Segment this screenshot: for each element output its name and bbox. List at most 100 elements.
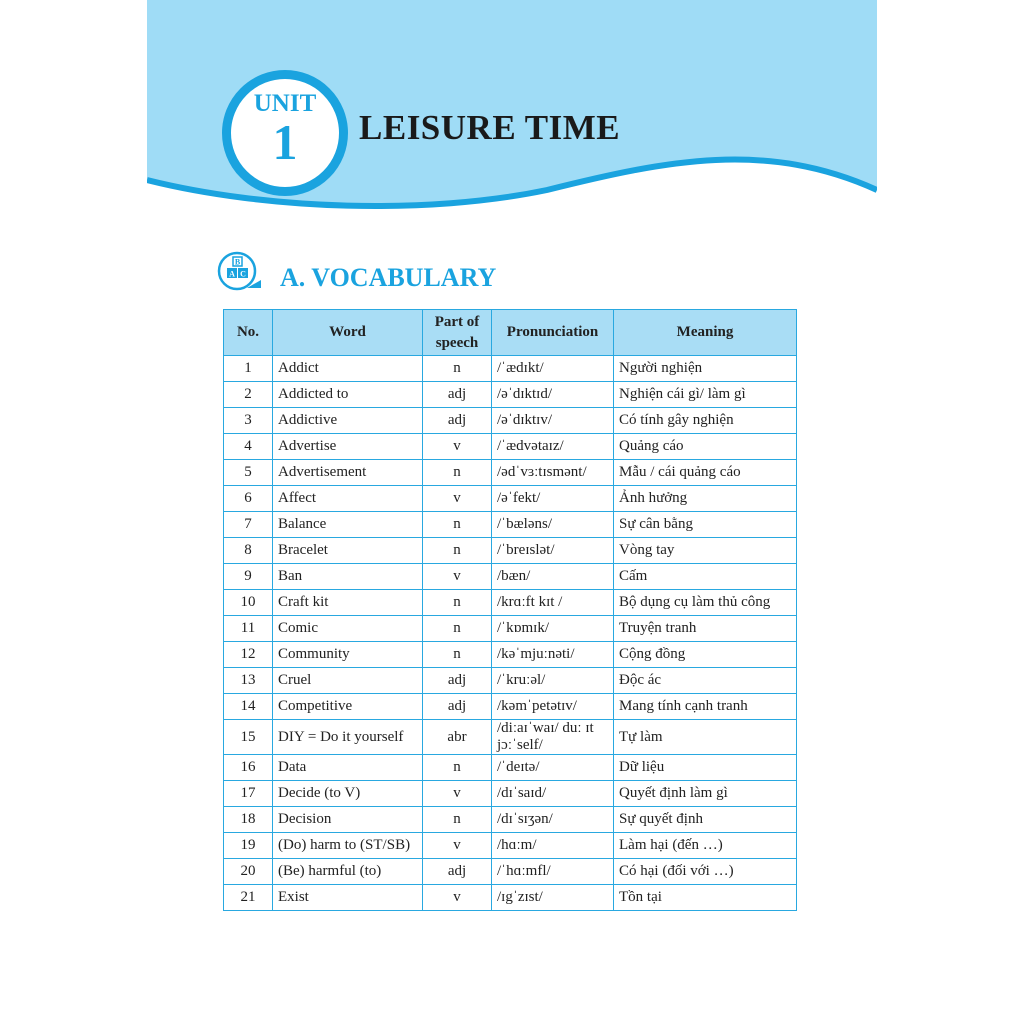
cell-no: 9 (223, 563, 273, 590)
cell-meaning: Có hại (đối với …) (613, 858, 797, 885)
cell-pronunciation: /ədˈvɜːtɪsmənt/ (491, 459, 614, 486)
cell-part-of-speech: adj (422, 693, 492, 720)
table-row: 1 Addict n/ˈædɪkt/Người nghiện (223, 355, 797, 382)
cell-pronunciation: /əˈfekt/ (491, 485, 614, 512)
cell-pronunciation: /ˈbæləns/ (491, 511, 614, 538)
cell-word: Addicted to (272, 381, 423, 408)
cell-pronunciation: /əˈdɪktɪv/ (491, 407, 614, 434)
cell-word: Addictive (272, 407, 423, 434)
unit-title: LEISURE TIME (359, 108, 621, 147)
cell-pronunciation: /ˈædvətaɪz/ (491, 433, 614, 460)
cell-pronunciation: /ˈædɪkt/ (491, 355, 614, 382)
table-row: 6 Affect v/əˈfekt/Ảnh hưởng (223, 485, 797, 512)
cell-pronunciation: /hɑːm/ (491, 832, 614, 859)
cell-pronunciation: /krɑːft kɪt / (491, 589, 614, 616)
cell-no: 3 (223, 407, 273, 434)
table-row: 10 Craft kit n/krɑːft kɪt / Bộ dụng cụ làm … (223, 589, 797, 616)
cell-meaning: Người nghiện (613, 355, 797, 382)
header-no: No. (223, 309, 273, 356)
cell-word: Advertise (272, 433, 423, 460)
cell-pronunciation: /ˈbreɪslət/ (491, 537, 614, 564)
cell-meaning: Quyết định làm gì (613, 780, 797, 807)
cell-no: 1 (223, 355, 273, 382)
cell-meaning: Độc ác (613, 667, 797, 694)
cell-part-of-speech: v (422, 884, 492, 911)
header-word: Word (272, 309, 423, 356)
table-row: 9 Ban v/bæn/Cấm (223, 563, 797, 590)
cell-no: 15 (223, 719, 273, 755)
cell-part-of-speech: adj (422, 667, 492, 694)
cell-word: Competitive (272, 693, 423, 720)
cell-meaning: Nghiện cái gì/ làm gì (613, 381, 797, 408)
cell-no: 8 (223, 537, 273, 564)
cell-part-of-speech: n (422, 459, 492, 486)
cell-no: 18 (223, 806, 273, 833)
cell-meaning: Có tính gây nghiện (613, 407, 797, 434)
unit-number: 1 (272, 114, 298, 170)
table-row: 8 Bracelet n/ˈbreɪslət/Vòng tay (223, 537, 797, 564)
cell-word: Exist (272, 884, 423, 911)
cell-part-of-speech: n (422, 511, 492, 538)
cell-meaning: Cộng đồng (613, 641, 797, 668)
cell-no: 11 (223, 615, 273, 642)
table-row: 3 Addictive adj/əˈdɪktɪv/Có tính gây nghiệ… (223, 407, 797, 434)
cell-meaning: Tự làm (613, 719, 797, 755)
cell-no: 12 (223, 641, 273, 668)
unit-label: UNIT (253, 90, 317, 117)
cell-no: 13 (223, 667, 273, 694)
cell-word: Ban (272, 563, 423, 590)
table-row: 7 Balance n/ˈbæləns/Sự cân bằng (223, 511, 797, 538)
cell-pronunciation: /dɪˈsaɪd/ (491, 780, 614, 807)
cell-pronunciation: /dɪˈsɪʒən/ (491, 806, 614, 833)
cell-part-of-speech: n (422, 754, 492, 781)
svg-text:A: A (229, 270, 235, 279)
cell-meaning: Làm hại (đến …) (613, 832, 797, 859)
cell-meaning: Mẫu / cái quảng cáo (613, 459, 797, 486)
cell-pronunciation: /ˈkruːəl/ (491, 667, 614, 694)
table-row: 19 (Do) harm to (ST/SB) v/hɑːm/Làm hại (đế… (223, 832, 797, 859)
cell-pronunciation: /əˈdɪktɪd/ (491, 381, 614, 408)
header-pronunciation: Pronunciation (491, 309, 614, 356)
cell-pronunciation: /bæn/ (491, 563, 614, 590)
cell-word: Data (272, 754, 423, 781)
cell-no: 19 (223, 832, 273, 859)
cell-no: 5 (223, 459, 273, 486)
cell-no: 20 (223, 858, 273, 885)
cell-word: Cruel (272, 667, 423, 694)
table-row: 4 Advertise v/ˈædvətaɪz/Quảng cáo (223, 433, 797, 460)
unit-badge: UNIT 1 (222, 70, 348, 196)
cell-part-of-speech: n (422, 806, 492, 833)
cell-word: Advertisement (272, 459, 423, 486)
cell-no: 16 (223, 754, 273, 781)
cell-pronunciation: /kəmˈpetətɪv/ (491, 693, 614, 720)
table-row: 21 Exist v/ɪgˈzɪst/Tồn tại (223, 884, 797, 911)
cell-meaning: Vòng tay (613, 537, 797, 564)
cell-pronunciation: /ˈdeɪtə/ (491, 754, 614, 781)
cell-meaning: Truyện tranh (613, 615, 797, 642)
cell-meaning: Cấm (613, 563, 797, 590)
cell-word: Decide (to V) (272, 780, 423, 807)
cell-part-of-speech: n (422, 641, 492, 668)
cell-meaning: Sự cân bằng (613, 511, 797, 538)
table-header-row: No. Word Part of speech Pronunciation Me… (223, 309, 797, 356)
cell-no: 4 (223, 433, 273, 460)
header-meaning: Meaning (613, 309, 797, 356)
cell-word: Addict (272, 355, 423, 382)
table-row: 13 Cruel adj/ˈkruːəl/Độc ác (223, 667, 797, 694)
cell-word: Decision (272, 806, 423, 833)
cell-part-of-speech: adj (422, 381, 492, 408)
cell-part-of-speech: abr (422, 719, 492, 755)
cell-word: (Be) harmful (to) (272, 858, 423, 885)
svg-text:B: B (235, 258, 241, 267)
cell-no: 2 (223, 381, 273, 408)
cell-pronunciation: /diːaɪˈwaɪ/ duː ɪt jɔːˈself/ (491, 719, 614, 755)
abc-blocks-icon: B A C (217, 251, 261, 291)
cell-part-of-speech: adj (422, 858, 492, 885)
cell-meaning: Ảnh hưởng (613, 485, 797, 512)
cell-part-of-speech: n (422, 615, 492, 642)
cell-meaning: Quảng cáo (613, 433, 797, 460)
cell-part-of-speech: v (422, 563, 492, 590)
cell-word: Comic (272, 615, 423, 642)
cell-no: 7 (223, 511, 273, 538)
cell-word: Affect (272, 485, 423, 512)
